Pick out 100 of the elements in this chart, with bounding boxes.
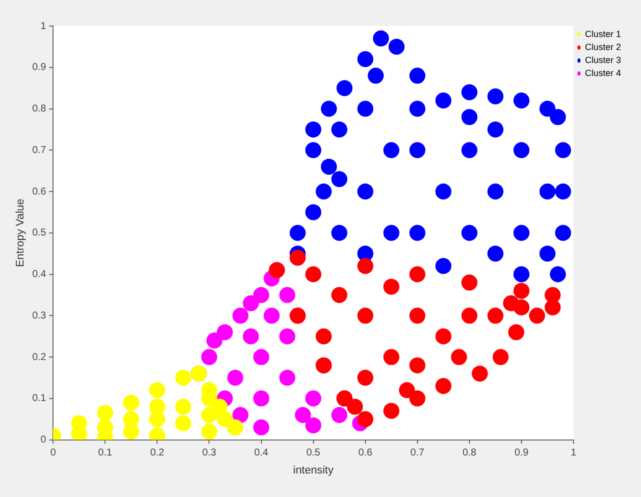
point — [253, 390, 270, 406]
point — [487, 246, 504, 262]
point — [513, 266, 530, 282]
point — [232, 308, 248, 324]
x-tick-label: 0.8 — [462, 448, 477, 459]
point — [97, 404, 114, 421]
point — [305, 417, 322, 434]
point — [320, 158, 337, 175]
point — [331, 121, 348, 138]
legend-label: Cluster 1 — [584, 28, 621, 39]
point — [383, 402, 400, 419]
y-tick-label: 0 — [40, 434, 47, 446]
point — [409, 224, 426, 241]
point — [216, 324, 233, 340]
point — [346, 398, 363, 415]
point — [508, 324, 524, 340]
x-axis-title: intensity — [293, 464, 334, 476]
point — [305, 390, 322, 406]
x-tick-label: 1 — [570, 448, 577, 459]
point — [513, 142, 530, 158]
point — [383, 224, 400, 241]
point — [409, 100, 426, 117]
point — [357, 308, 374, 324]
point — [513, 224, 530, 241]
point — [487, 308, 504, 324]
x-tick-label: 0.7 — [410, 448, 425, 459]
point — [279, 370, 296, 386]
x-tick-label: 0 — [50, 448, 56, 459]
x-tick-label: 0.5 — [306, 448, 321, 459]
point — [461, 224, 478, 241]
point — [149, 398, 166, 415]
point — [357, 258, 374, 274]
point — [279, 286, 296, 303]
point — [232, 406, 248, 423]
point — [357, 370, 374, 386]
point — [294, 406, 311, 423]
point — [357, 51, 374, 68]
y-tick-label: 1 — [40, 20, 47, 32]
point — [368, 68, 384, 84]
legend-label: Cluster 2 — [584, 42, 621, 52]
y-tick-label: 0.1 — [32, 393, 47, 404]
point — [253, 349, 270, 366]
point — [357, 100, 374, 117]
y-tick-label: 0.7 — [32, 144, 47, 156]
x-tick-label: 0.9 — [514, 448, 529, 459]
point — [435, 328, 452, 344]
point — [279, 328, 296, 344]
point — [539, 184, 556, 200]
point — [331, 224, 348, 241]
point — [409, 68, 426, 84]
point — [555, 142, 572, 158]
point — [336, 80, 353, 96]
y-tick-label: 0.5 — [32, 228, 47, 239]
point — [461, 109, 478, 126]
point — [492, 349, 509, 366]
point — [539, 100, 556, 117]
point — [383, 142, 400, 158]
x-tick-label: 0.2 — [150, 448, 165, 459]
point — [305, 204, 322, 220]
point — [201, 424, 218, 440]
legend-label: Cluster 3 — [584, 54, 621, 65]
y-tick-label: 0.6 — [32, 186, 47, 198]
point — [503, 295, 520, 312]
point — [253, 286, 270, 303]
point — [149, 382, 166, 398]
legend-label: Cluster 4 — [584, 68, 621, 78]
point — [487, 88, 504, 104]
point — [290, 224, 306, 241]
point — [175, 370, 192, 386]
point — [331, 406, 348, 423]
point — [529, 308, 546, 324]
point — [227, 370, 244, 386]
point — [216, 411, 233, 428]
point — [461, 274, 478, 291]
point — [357, 411, 374, 428]
point — [242, 328, 259, 344]
point — [487, 184, 504, 200]
point — [305, 266, 322, 282]
point — [513, 282, 530, 299]
x-tick-label: 0.1 — [98, 448, 113, 459]
point — [201, 406, 218, 423]
y-tick-label: 0.8 — [32, 104, 47, 115]
point — [409, 390, 426, 406]
point — [123, 394, 140, 411]
point — [550, 109, 566, 126]
point — [316, 328, 332, 344]
point — [409, 266, 426, 282]
point — [331, 171, 348, 188]
point — [331, 286, 348, 303]
point — [383, 278, 400, 295]
y-tick-label: 0.4 — [32, 269, 47, 280]
point — [227, 419, 244, 436]
point — [123, 424, 140, 440]
point — [305, 142, 322, 158]
point — [451, 349, 467, 366]
point — [513, 92, 530, 108]
point — [253, 419, 270, 436]
point — [461, 308, 478, 324]
point — [242, 295, 259, 312]
point — [383, 349, 400, 366]
